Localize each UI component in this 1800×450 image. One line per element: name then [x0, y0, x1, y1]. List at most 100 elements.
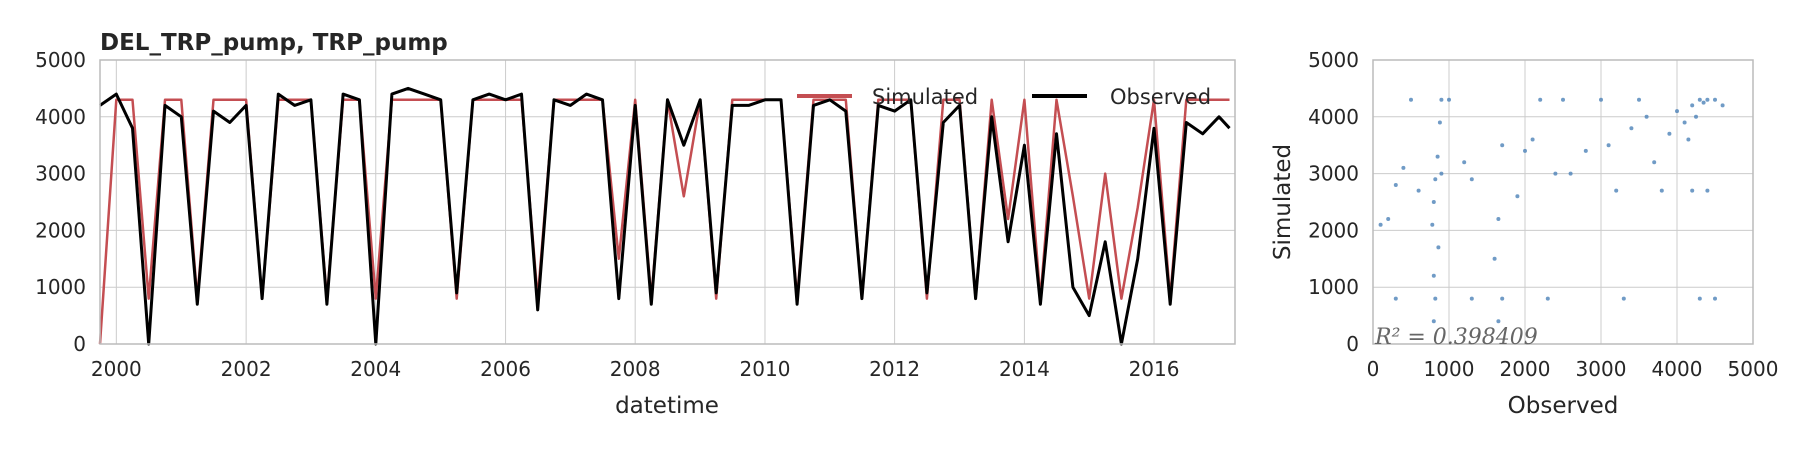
scatter-point — [1435, 154, 1440, 159]
x-tick-label: 2016 — [1129, 357, 1180, 381]
timeseries-x-axis-label: datetime — [615, 393, 719, 419]
scatter-point — [1561, 97, 1565, 102]
scatter-point — [1431, 319, 1436, 324]
scatter-point — [1538, 97, 1543, 102]
y-tick-label: 2000 — [35, 218, 86, 242]
legend-simulated-label: Simulated — [872, 85, 978, 109]
scatter-point — [1523, 148, 1527, 153]
scatter-point — [1701, 100, 1706, 105]
scatter-x-axis-label: Observed — [1508, 393, 1619, 419]
scatter-point — [1583, 148, 1588, 153]
r-squared-annotation: R² = 0.398409 — [1374, 325, 1538, 350]
scatter-y-tick-label: 3000 — [1308, 162, 1359, 186]
scatter-y-axis-label: Simulated — [1270, 144, 1296, 260]
scatter-y-tick-label: 2000 — [1308, 218, 1359, 242]
x-tick-label: 2000 — [91, 357, 142, 381]
scatter-point — [1437, 120, 1442, 125]
scatter-point — [1500, 296, 1505, 301]
scatter-point — [1386, 217, 1391, 221]
scatter-ticks: 0 1000 2000 3000 4000 5000 0 1000 2000 3000 4000 50… — [1308, 48, 1778, 381]
series-line-observed — [99, 86, 1231, 346]
scatter-point — [1430, 222, 1435, 227]
scatter-point — [1431, 200, 1436, 204]
scatter-point — [1697, 97, 1702, 102]
scatter-point — [1690, 188, 1695, 193]
scatter-point — [1690, 103, 1695, 108]
scatter-point — [1496, 217, 1501, 221]
scatter-point — [1433, 177, 1438, 182]
x-tick-label: 2004 — [350, 357, 401, 381]
scatter-y-tick-label: 4000 — [1308, 105, 1359, 129]
scatter-point — [1667, 131, 1672, 136]
scatter-point — [1500, 143, 1505, 148]
y-tick-label: 4000 — [35, 105, 86, 129]
scatter-point — [1545, 296, 1550, 301]
x-tick-label: 2002 — [221, 357, 272, 381]
scatter-point — [1705, 188, 1710, 193]
scatter-point — [1496, 319, 1501, 324]
legend: Simulated Observed — [797, 85, 1211, 109]
scatter-point — [1713, 97, 1717, 102]
scatter-x-tick-label: 4000 — [1652, 357, 1703, 381]
scatter-point — [1675, 109, 1679, 114]
scatter-point — [1393, 296, 1398, 301]
scatter-grid — [1372, 59, 1754, 345]
scatter-y-tick-label: 1000 — [1308, 275, 1359, 299]
scatter-point — [1378, 222, 1383, 227]
scatter-x-tick-label: 3000 — [1576, 357, 1627, 381]
scatter-point — [1416, 188, 1421, 193]
scatter-point — [1469, 177, 1474, 182]
scatter-points — [1378, 97, 1725, 324]
timeseries-frame — [99, 59, 1236, 345]
scatter-x-tick-label: 1000 — [1424, 357, 1475, 381]
scatter-point — [1682, 120, 1687, 125]
scatter-point — [1606, 143, 1611, 148]
scatter-point — [1659, 188, 1664, 193]
timeseries-ticks: 2000 2002 2004 2006 2008 2010 2012 2014 2016 0 100… — [35, 48, 1179, 381]
scatter-point — [1492, 256, 1497, 261]
scatter-point — [1686, 137, 1691, 142]
x-tick-label: 2006 — [480, 357, 531, 381]
legend-observed-label: Observed — [1110, 85, 1211, 109]
scatter-point — [1713, 296, 1717, 301]
scatter-point — [1462, 160, 1467, 165]
scatter-chart: 0 1000 2000 3000 4000 5000 0 1000 2000 3000 4000 50… — [1270, 48, 1778, 419]
scatter-frame — [1372, 59, 1754, 345]
scatter-point — [1401, 165, 1406, 170]
timeseries-chart: DEL_TRP_pump, TRP_pump 2000 2002 2004 2006 2… — [35, 30, 1236, 419]
x-tick-label: 2008 — [610, 357, 661, 381]
scatter-y-tick-label: 5000 — [1308, 48, 1359, 72]
y-tick-label: 3000 — [35, 162, 86, 186]
scatter-point — [1553, 171, 1558, 176]
scatter-point — [1720, 103, 1725, 108]
scatter-point — [1599, 97, 1603, 102]
scatter-point — [1637, 97, 1641, 102]
scatter-point — [1393, 183, 1398, 187]
x-tick-label: 2010 — [740, 357, 791, 381]
scatter-point — [1614, 188, 1619, 193]
scatter-x-tick-label: 2000 — [1500, 357, 1551, 381]
scatter-point — [1629, 126, 1634, 131]
scatter-point — [1568, 171, 1573, 176]
scatter-x-tick-label: 0 — [1367, 357, 1380, 381]
scatter-point — [1694, 114, 1698, 119]
scatter-y-tick-label: 0 — [1346, 332, 1359, 356]
scatter-point — [1431, 273, 1436, 278]
y-tick-label: 0 — [73, 332, 86, 356]
scatter-point — [1652, 160, 1657, 165]
scatter-point — [1447, 97, 1451, 102]
y-tick-label: 1000 — [35, 275, 86, 299]
timeseries-lines — [98, 86, 1231, 346]
scatter-point — [1621, 296, 1626, 301]
x-tick-label: 2012 — [869, 357, 920, 381]
chart-title: DEL_TRP_pump, TRP_pump — [100, 30, 448, 56]
scatter-point — [1530, 137, 1535, 142]
y-tick-label: 5000 — [35, 48, 86, 72]
scatter-x-tick-label: 5000 — [1728, 357, 1779, 381]
x-tick-label: 2014 — [999, 357, 1050, 381]
scatter-point — [1439, 171, 1444, 176]
scatter-point — [1705, 97, 1710, 102]
scatter-point — [1644, 114, 1649, 119]
scatter-point — [1439, 97, 1444, 102]
